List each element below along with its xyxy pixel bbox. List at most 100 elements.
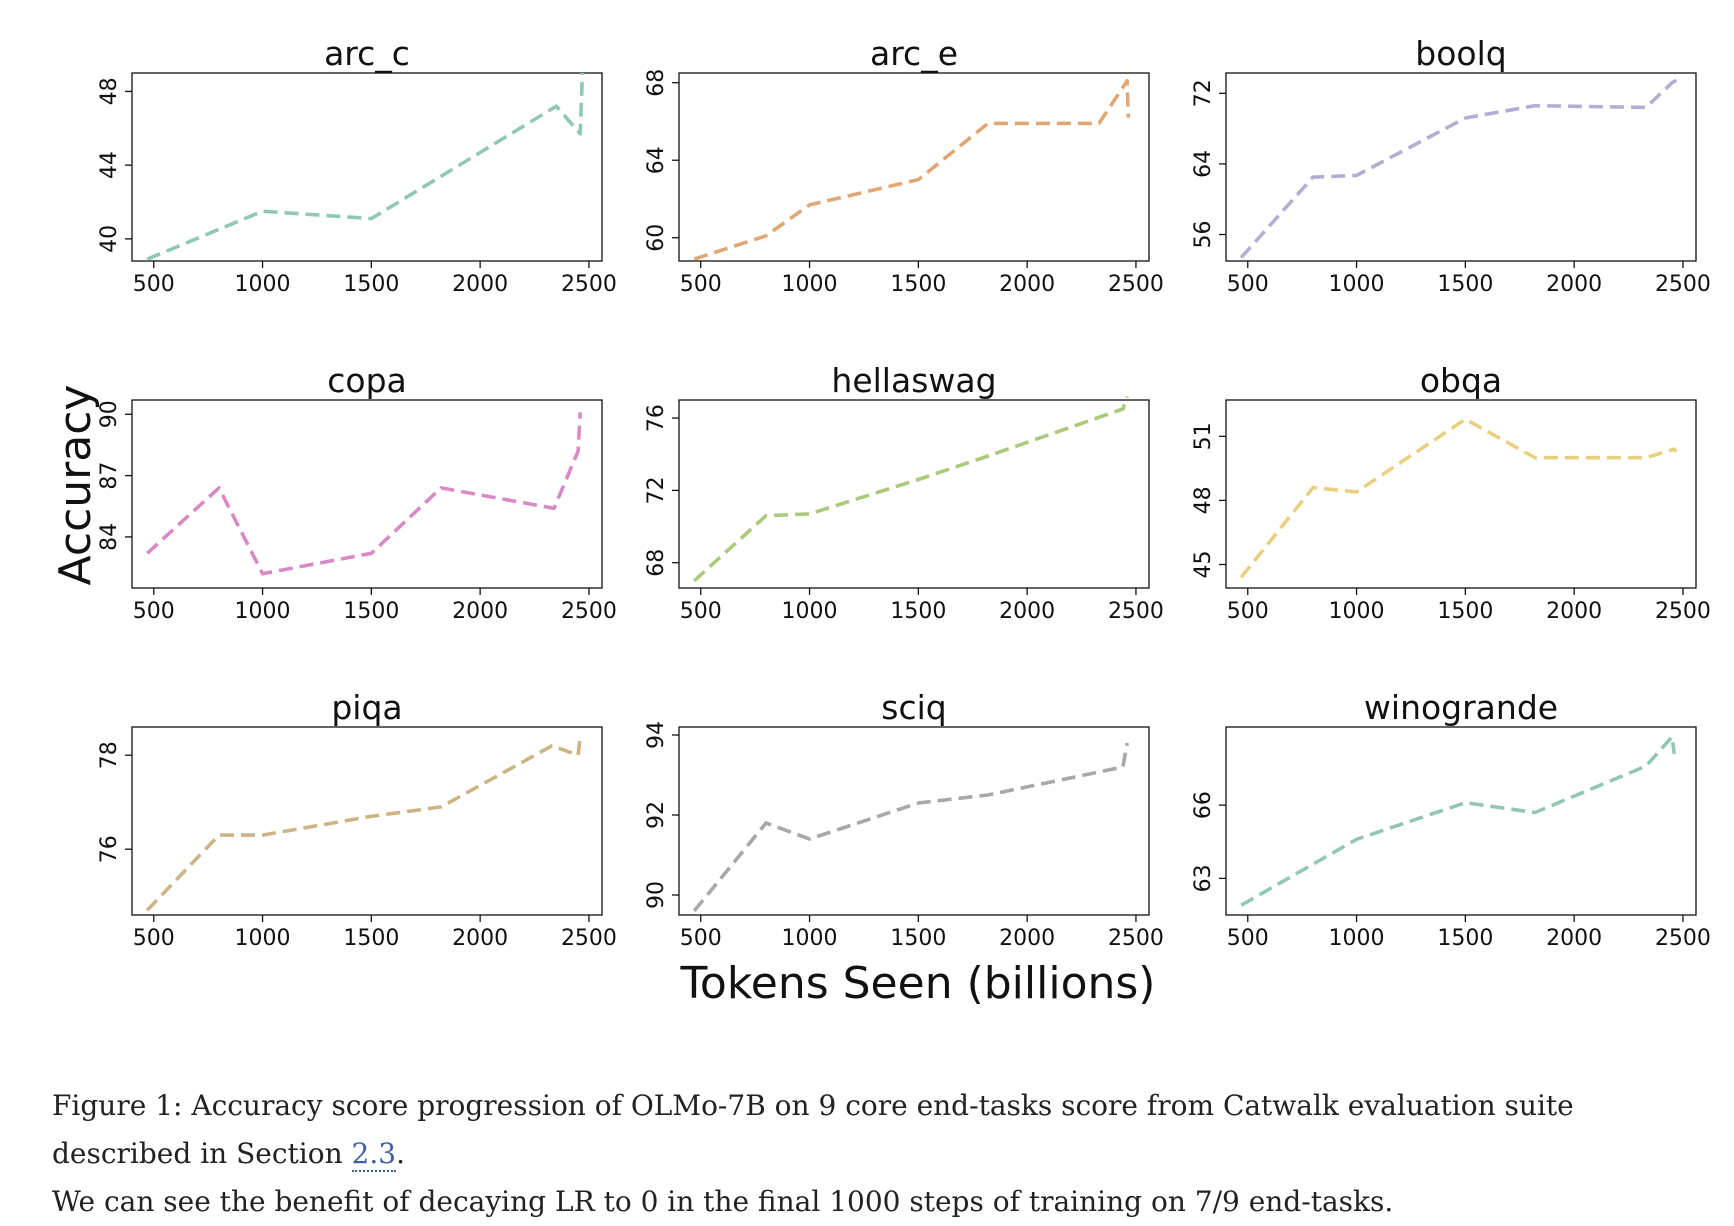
x-tick-label: 500 xyxy=(680,926,722,951)
x-tick-label: 1500 xyxy=(343,926,399,951)
y-tick-label: 60 xyxy=(644,224,669,252)
subplot-hellaswag: hellaswag 500 1000 1500 2000 2500 68 72 76 xyxy=(644,361,1164,624)
x-tick-label: 2000 xyxy=(452,599,508,624)
x-tick-label: 1500 xyxy=(890,272,946,297)
axes-frame xyxy=(1225,399,1697,589)
axes-frame xyxy=(131,399,603,589)
subplot-arc_e: arc_e 500 1000 1500 2000 2500 60 64 68 xyxy=(644,34,1164,297)
caption-text-end: . xyxy=(396,1137,405,1170)
axes-frame xyxy=(678,726,1150,916)
x-tick-label: 500 xyxy=(1227,599,1269,624)
y-tick-label: 72 xyxy=(644,476,669,504)
x-tick-label: 1500 xyxy=(1437,926,1493,951)
y-tick-label: 48 xyxy=(1191,486,1216,514)
axes-frame xyxy=(1225,72,1697,262)
y-tick-label: 78 xyxy=(97,741,122,769)
x-tick-label: 1000 xyxy=(782,599,838,624)
x-tick-label: 1000 xyxy=(235,272,291,297)
y-tick-label: 45 xyxy=(1191,551,1216,579)
y-tick-label: 66 xyxy=(1191,791,1216,819)
x-tick-label: 2500 xyxy=(561,599,617,624)
y-tick-label: 92 xyxy=(644,801,669,829)
x-tick-label: 2500 xyxy=(1655,599,1711,624)
x-tick-label: 2500 xyxy=(1108,926,1164,951)
series-line-obqa xyxy=(1239,417,1678,579)
y-tick-label: 72 xyxy=(1191,79,1216,107)
x-tick-label: 1500 xyxy=(343,599,399,624)
subplot-title: piqa xyxy=(331,688,402,727)
figure-caption: Figure 1: Accuracy score progression of … xyxy=(52,1082,1712,1226)
x-tick-label: 500 xyxy=(680,272,722,297)
subplot-winogrande: winogrande 500 1000 1500 2000 2500 63 66 xyxy=(1191,688,1711,951)
y-tick-label: 63 xyxy=(1191,864,1216,892)
axes-frame xyxy=(678,72,1150,262)
x-tick-label: 500 xyxy=(133,599,175,624)
y-tick-label: 90 xyxy=(644,881,669,909)
subplot-obqa: obqa 500 1000 1500 2000 2500 45 48 51 xyxy=(1191,361,1711,624)
axes-frame xyxy=(678,399,1150,589)
subplot-copa: copa 500 1000 1500 2000 2500 84 87 90 xyxy=(97,361,617,624)
x-tick-label: 2000 xyxy=(452,926,508,951)
subplot-title: boolq xyxy=(1415,34,1506,73)
x-tick-label: 1000 xyxy=(235,926,291,951)
y-tick-label: 94 xyxy=(644,721,669,749)
subplot-boolq: boolq 500 1000 1500 2000 2500 56 64 72 xyxy=(1191,34,1711,297)
series-line-hellaswag xyxy=(692,395,1129,583)
series-line-arc_e xyxy=(693,79,1131,261)
x-tick-label: 1000 xyxy=(782,926,838,951)
subplot-title: obqa xyxy=(1420,361,1502,400)
x-tick-label: 1500 xyxy=(890,599,946,624)
y-tick-label: 56 xyxy=(1191,221,1216,249)
x-tick-label: 500 xyxy=(133,926,175,951)
x-tick-label: 1000 xyxy=(1329,272,1385,297)
subplot-piqa: piqa 500 1000 1500 2000 2500 76 78 xyxy=(97,688,617,951)
caption-text: Figure 1: Accuracy score progression of … xyxy=(52,1089,1574,1170)
subplot-title: sciq xyxy=(881,688,946,727)
x-tick-label: 2000 xyxy=(1546,272,1602,297)
x-tick-label: 1000 xyxy=(1329,599,1385,624)
y-tick-label: 51 xyxy=(1191,422,1216,450)
x-tick-label: 1000 xyxy=(235,599,291,624)
x-tick-label: 2500 xyxy=(561,926,617,951)
x-tick-label: 2500 xyxy=(1655,272,1711,297)
section-reference-link[interactable]: 2.3 xyxy=(351,1137,397,1172)
axes-frame xyxy=(131,726,603,916)
axes-frame xyxy=(131,72,603,262)
y-tick-label: 48 xyxy=(97,77,122,105)
x-tick-label: 2000 xyxy=(1546,926,1602,951)
series-line-arc_c xyxy=(146,72,585,261)
series-line-winogrande xyxy=(1240,734,1676,907)
x-tick-label: 2000 xyxy=(999,926,1055,951)
subplot-title: winogrande xyxy=(1364,688,1558,727)
x-axis-label: Tokens Seen (billions) xyxy=(680,958,1156,1009)
x-tick-label: 1000 xyxy=(1329,926,1385,951)
x-tick-label: 2000 xyxy=(1546,599,1602,624)
x-tick-label: 2500 xyxy=(1108,272,1164,297)
series-line-sciq xyxy=(692,742,1129,913)
subplot-title: arc_e xyxy=(870,34,958,73)
y-tick-label: 87 xyxy=(97,462,122,490)
x-tick-label: 2500 xyxy=(1108,599,1164,624)
x-tick-label: 1500 xyxy=(1437,599,1493,624)
y-tick-label: 76 xyxy=(644,404,669,432)
x-tick-label: 2000 xyxy=(999,599,1055,624)
subplot-grid: arc_c 500 1000 1500 2000 2500 40 44 48 arc_e 500 10… xyxy=(97,34,1711,951)
x-tick-label: 1000 xyxy=(782,272,838,297)
y-tick-label: 44 xyxy=(97,151,122,179)
x-tick-label: 500 xyxy=(1227,926,1269,951)
x-tick-label: 500 xyxy=(1227,272,1269,297)
series-line-boolq xyxy=(1239,78,1678,259)
series-line-copa xyxy=(145,412,582,576)
y-tick-label: 76 xyxy=(97,835,122,863)
subplot-arc_c: arc_c 500 1000 1500 2000 2500 40 44 48 xyxy=(97,34,617,297)
subplot-title: hellaswag xyxy=(831,361,996,400)
subplot-title: arc_c xyxy=(324,34,410,73)
subplot-sciq: sciq 500 1000 1500 2000 2500 90 92 94 xyxy=(644,688,1164,951)
x-tick-label: 2500 xyxy=(561,272,617,297)
x-tick-label: 1500 xyxy=(1437,272,1493,297)
x-tick-label: 1500 xyxy=(343,272,399,297)
x-tick-label: 2000 xyxy=(999,272,1055,297)
x-tick-label: 1500 xyxy=(890,926,946,951)
x-tick-label: 500 xyxy=(680,599,722,624)
y-tick-label: 64 xyxy=(1191,150,1216,178)
